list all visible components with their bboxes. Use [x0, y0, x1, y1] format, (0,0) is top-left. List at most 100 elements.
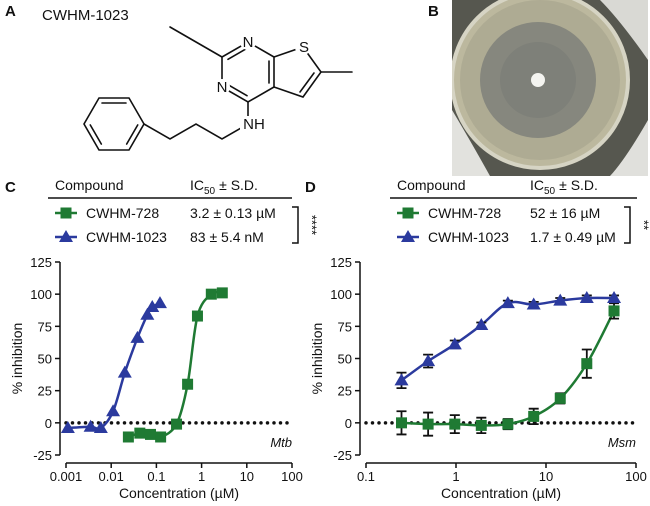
chart: Compound IC50 ± S.D.CWHM-728 52 ± 16 µMCWHM… [309, 177, 650, 501]
data-point [216, 287, 228, 299]
data-point [117, 365, 132, 378]
bond [169, 26, 223, 58]
ic50-value: 52 ± 16 µM [530, 205, 600, 221]
legend-label: CWHM-1023 [428, 229, 509, 245]
significance-bracket [624, 206, 631, 244]
data-point [528, 410, 540, 422]
data-point [474, 318, 489, 331]
x-tick-label: 1 [198, 469, 205, 484]
data-point [191, 310, 203, 322]
data-point [171, 418, 183, 430]
data-point [134, 427, 146, 439]
panel-label: A [5, 3, 16, 20]
y-tick-label: 125 [30, 255, 52, 270]
data-point [122, 431, 134, 443]
x-tick-label: 10 [240, 469, 254, 484]
data-point [553, 293, 568, 306]
data-point [526, 297, 541, 310]
y-axis-title: % inhibition [309, 323, 325, 395]
panel-label: B [428, 3, 439, 20]
bond [83, 97, 145, 151]
y-tick-label: 0 [345, 416, 352, 431]
table-header: IC50 ± S.D. [530, 177, 598, 197]
data-point [579, 291, 594, 304]
bond [227, 47, 270, 97]
data-point [93, 420, 108, 433]
significance: **** [305, 215, 320, 235]
data-point [500, 296, 515, 309]
legend-marker [401, 230, 415, 242]
x-tick-label: 0.001 [50, 469, 83, 484]
ic50-value: 83 ± 5.4 nM [190, 229, 264, 245]
legend-marker [402, 207, 414, 219]
header-part: IC [530, 177, 544, 193]
y-tick-label: 0 [45, 416, 52, 431]
data-point [144, 428, 156, 440]
data-point [554, 392, 566, 404]
panel-label: C [5, 179, 16, 196]
header-part: ± S.D. [559, 177, 598, 193]
atom-mask [240, 116, 266, 133]
bond [221, 41, 275, 103]
x-axis-title: Concentration (µM) [441, 485, 561, 501]
data-point [607, 291, 622, 304]
data-point [140, 307, 155, 320]
y-tick-label: 25 [338, 384, 352, 399]
x-tick-label: 10 [539, 469, 553, 484]
atom-label: N [243, 34, 254, 51]
annotation: Msm [608, 435, 636, 450]
data-point [152, 296, 167, 309]
x-axis-title: Concentration (µM) [119, 485, 239, 501]
atom-mask [214, 79, 230, 95]
x-tick-label: 0.1 [147, 469, 165, 484]
data-point [422, 418, 434, 430]
data-point [83, 419, 98, 432]
y-tick-label: 50 [38, 352, 52, 367]
data-point [449, 418, 461, 430]
atom-mask [240, 34, 256, 50]
legend-label: CWHM-728 [86, 205, 159, 221]
significance-bracket [292, 206, 299, 244]
bond [143, 101, 249, 140]
data-point [502, 418, 514, 430]
table-header: Compound [55, 177, 124, 193]
bond [273, 46, 322, 98]
fit-curve [127, 290, 223, 439]
header-subscript: 50 [544, 186, 556, 197]
x-tick-label: 0.01 [99, 469, 124, 484]
y-tick-label: -25 [333, 448, 352, 463]
x-tick-label: 100 [281, 469, 303, 484]
atom-mask [295, 39, 311, 55]
plate-photo [452, 0, 648, 176]
table-header: IC50 ± S.D. [190, 177, 258, 197]
annotation: Mtb [270, 435, 292, 450]
data-point [394, 373, 409, 386]
ic50-value: 1.7 ± 0.49 µM [530, 229, 616, 245]
data-point [106, 404, 121, 417]
x-tick-label: 1 [452, 469, 459, 484]
legend-label: CWHM-728 [428, 205, 501, 221]
chart: Compound IC50 ± S.D.CWHM-728 3.2 ± 0.13 µMC… [9, 177, 320, 501]
y-tick-label: 75 [38, 319, 52, 334]
data-point [581, 358, 593, 370]
ic50-value: 3.2 ± 0.13 µM [190, 205, 276, 221]
atom-label: NH [243, 116, 265, 133]
header-part: ± S.D. [219, 177, 258, 193]
significance: ** [637, 220, 650, 230]
x-tick-label: 100 [625, 469, 647, 484]
data-point [145, 300, 160, 313]
y-tick-label: 125 [330, 255, 352, 270]
data-point [608, 305, 620, 317]
data-point [205, 288, 217, 300]
panel-label: D [305, 179, 316, 196]
legend-marker [59, 230, 73, 242]
header-part: IC [190, 177, 204, 193]
y-axis-title: % inhibition [9, 323, 25, 395]
y-tick-label: 50 [338, 352, 352, 367]
bond [89, 102, 139, 145]
structure: N N S NH [83, 26, 353, 151]
atom-label: S [299, 39, 309, 56]
header-subscript: 50 [204, 186, 216, 197]
data-point [421, 354, 436, 367]
